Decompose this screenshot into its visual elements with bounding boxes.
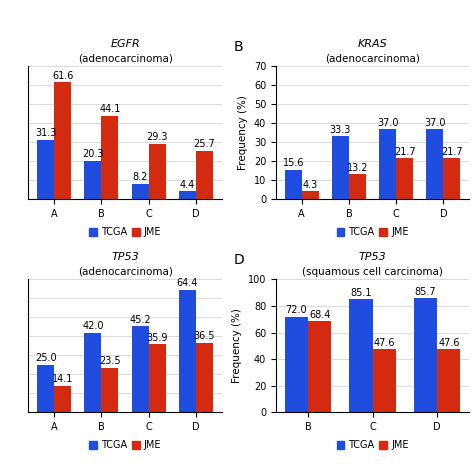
Bar [196, 343, 213, 412]
Bar [84, 333, 101, 412]
Text: 20.3: 20.3 [82, 149, 104, 159]
Text: 42.0: 42.0 [82, 321, 104, 331]
Text: TP53: TP53 [111, 252, 139, 262]
Text: (adenocarcinoma): (adenocarcinoma) [325, 54, 420, 64]
Bar [396, 158, 413, 200]
Bar [285, 170, 302, 200]
Text: 61.6: 61.6 [52, 71, 73, 81]
Legend: TCGA, JME: TCGA, JME [85, 223, 165, 241]
Text: 4.4: 4.4 [180, 180, 195, 190]
Bar [54, 385, 71, 412]
Bar [437, 349, 460, 412]
Text: 47.6: 47.6 [374, 338, 395, 348]
Bar [302, 191, 319, 200]
Text: (adenocarcinoma): (adenocarcinoma) [78, 267, 173, 277]
Bar [373, 349, 396, 412]
Text: 4.3: 4.3 [302, 180, 318, 190]
Bar [101, 116, 118, 200]
Text: 8.2: 8.2 [133, 173, 148, 182]
Bar [379, 129, 396, 200]
Y-axis label: Frequency (%): Frequency (%) [232, 309, 242, 383]
Bar [349, 299, 373, 412]
Text: 25.7: 25.7 [193, 139, 215, 149]
Bar [179, 290, 196, 412]
Text: 15.6: 15.6 [283, 158, 304, 168]
Bar [349, 174, 366, 200]
Text: EGFR: EGFR [110, 39, 140, 49]
Text: 23.5: 23.5 [99, 356, 121, 366]
Bar [132, 184, 149, 200]
Legend: TCGA, JME: TCGA, JME [333, 437, 412, 454]
Bar [132, 327, 149, 412]
Y-axis label: Frequency (%): Frequency (%) [238, 95, 248, 170]
Bar [37, 140, 54, 200]
Bar [444, 158, 460, 200]
Bar [308, 321, 331, 412]
Text: TP53: TP53 [359, 252, 386, 262]
Text: 64.4: 64.4 [177, 278, 198, 288]
Bar [427, 129, 444, 200]
Text: 29.3: 29.3 [146, 132, 168, 142]
Text: 45.2: 45.2 [129, 315, 151, 325]
Bar [285, 317, 308, 412]
Bar [414, 298, 437, 412]
Text: 68.4: 68.4 [309, 310, 330, 320]
Text: 47.6: 47.6 [438, 338, 460, 348]
Bar [84, 161, 101, 200]
Text: 72.0: 72.0 [285, 306, 307, 316]
Text: 37.0: 37.0 [377, 118, 399, 128]
Bar [37, 365, 54, 412]
Bar [101, 368, 118, 412]
Text: 25.0: 25.0 [35, 353, 56, 364]
Text: 85.7: 85.7 [415, 287, 437, 297]
Text: 31.3: 31.3 [35, 128, 56, 138]
Text: 14.1: 14.1 [52, 374, 73, 384]
Bar [54, 82, 71, 200]
Text: 21.7: 21.7 [441, 146, 463, 157]
Text: (squamous cell carcinoma): (squamous cell carcinoma) [302, 267, 443, 277]
Text: 21.7: 21.7 [394, 146, 416, 157]
Text: 85.1: 85.1 [350, 288, 372, 298]
Text: 33.3: 33.3 [330, 125, 351, 135]
Text: D: D [233, 253, 244, 267]
Bar [149, 344, 166, 412]
Legend: TCGA, JME: TCGA, JME [85, 437, 165, 454]
Text: 37.0: 37.0 [424, 118, 446, 128]
Text: 35.9: 35.9 [146, 333, 168, 343]
Text: 36.5: 36.5 [194, 331, 215, 341]
Bar [149, 144, 166, 200]
Text: (adenocarcinoma): (adenocarcinoma) [78, 54, 173, 64]
Bar [179, 191, 196, 200]
Text: 13.2: 13.2 [346, 163, 368, 173]
Text: 44.1: 44.1 [100, 104, 121, 114]
Legend: TCGA, JME: TCGA, JME [333, 223, 412, 241]
Text: B: B [233, 40, 243, 54]
Bar [196, 151, 213, 200]
Text: KRAS: KRAS [358, 39, 387, 49]
Bar [332, 136, 349, 200]
